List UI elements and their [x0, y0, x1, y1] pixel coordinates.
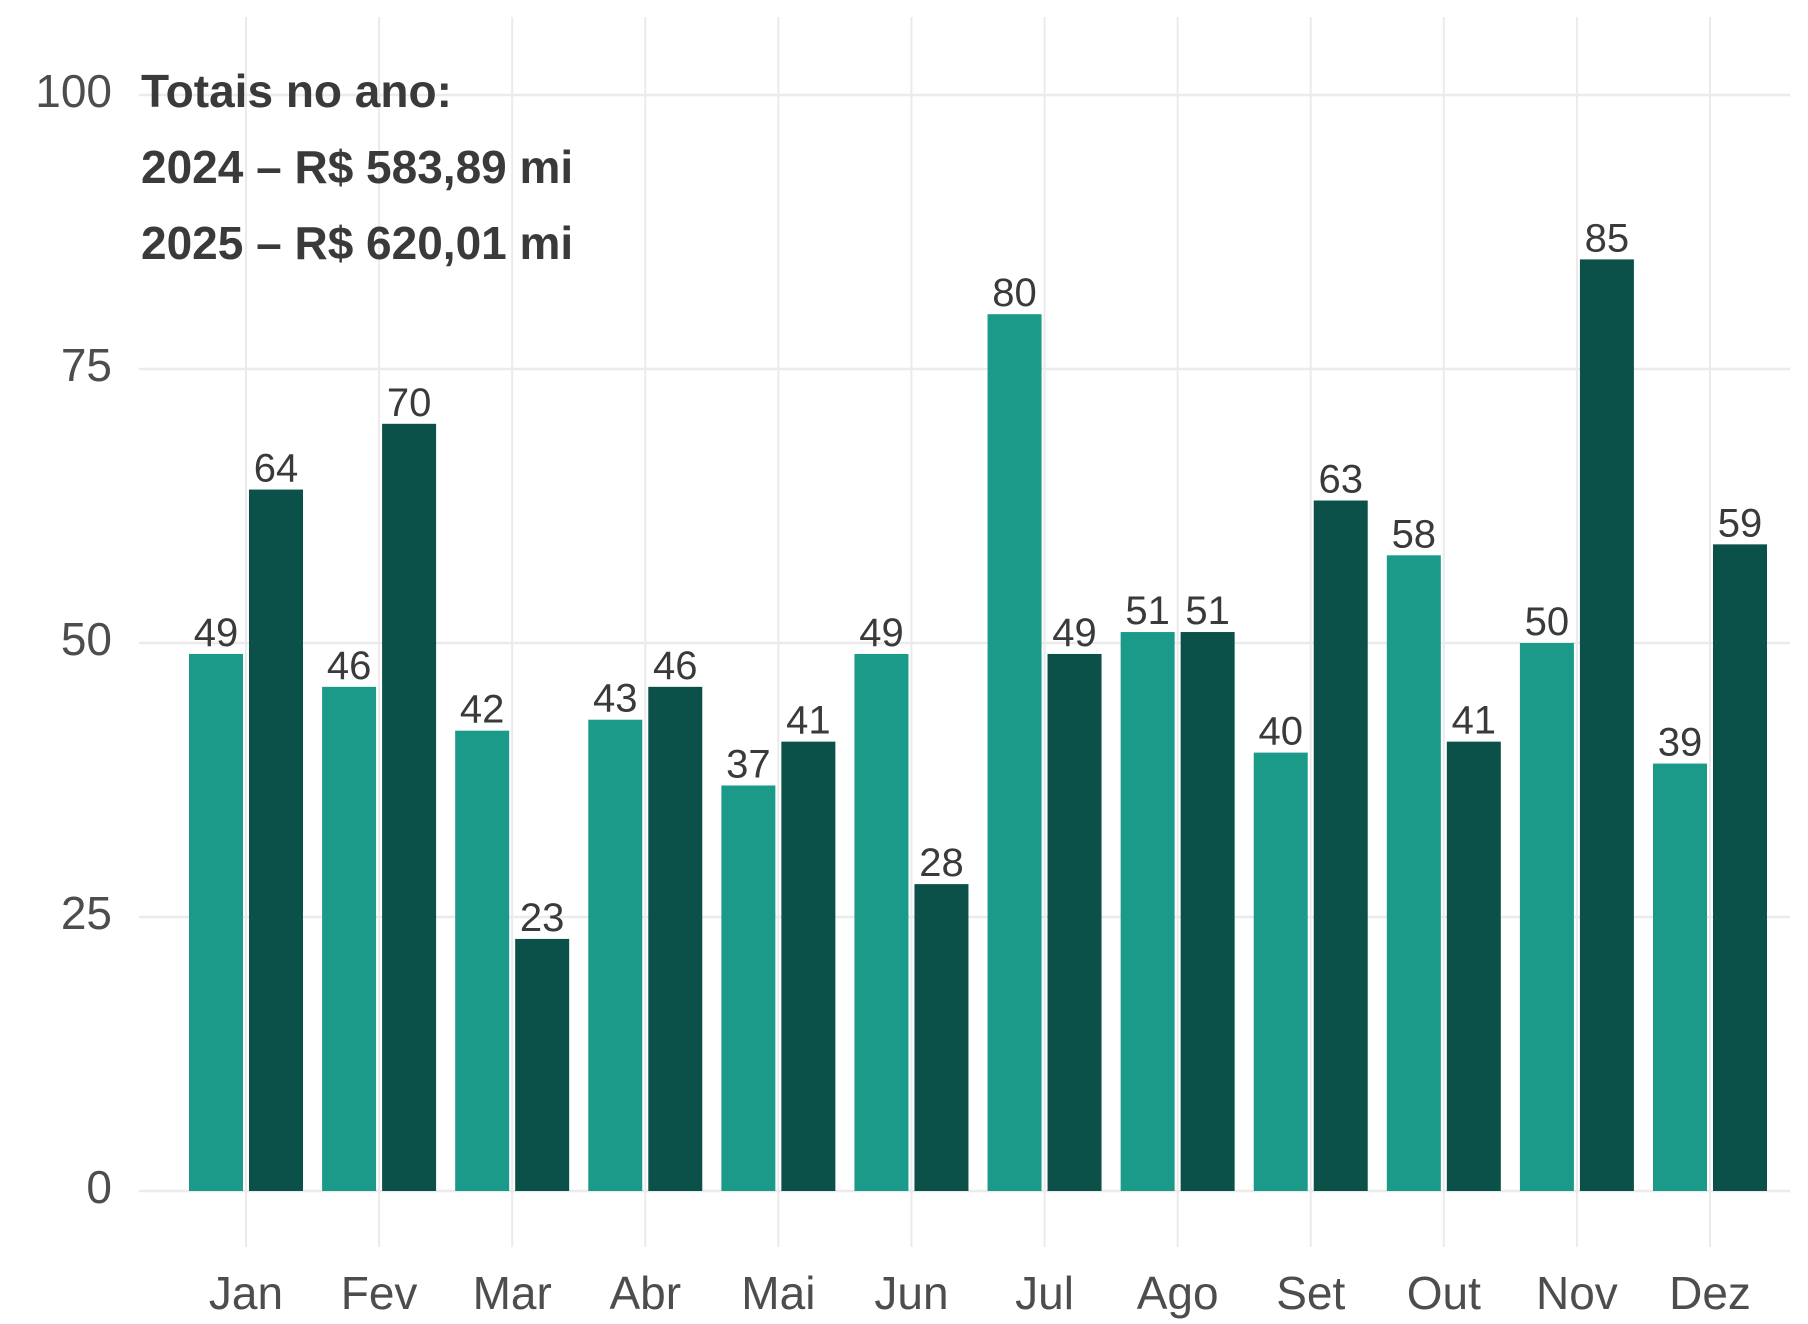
bar [1313, 500, 1368, 1191]
x-tick-label: Set [1276, 1267, 1345, 1319]
bar [1120, 632, 1175, 1191]
bar [1713, 544, 1767, 1191]
value-label: 40 [1258, 710, 1303, 754]
value-label: 23 [520, 896, 565, 940]
value-label: 49 [1052, 611, 1097, 655]
bar [1519, 643, 1574, 1191]
value-label: 42 [460, 688, 505, 732]
bar [322, 686, 377, 1191]
value-label: 39 [1658, 721, 1703, 765]
x-tick-label: Jul [1015, 1267, 1074, 1319]
value-label: 64 [254, 447, 299, 491]
value-label: 46 [653, 644, 698, 688]
y-tick-label: 25 [61, 887, 112, 939]
bar [914, 884, 969, 1191]
x-tick-label: Fev [341, 1267, 418, 1319]
value-label: 85 [1585, 216, 1630, 260]
value-label: 37 [726, 742, 771, 786]
value-label: 41 [1452, 699, 1497, 743]
x-tick-label: Jun [874, 1267, 948, 1319]
bar [1253, 752, 1308, 1191]
y-tick-label: 100 [35, 65, 112, 117]
y-tick-label: 75 [61, 339, 112, 391]
x-tick-label: Abr [609, 1267, 681, 1319]
bar [1047, 653, 1102, 1191]
bar [1579, 259, 1634, 1191]
value-label: 41 [786, 699, 831, 743]
bar [1386, 555, 1441, 1191]
x-tick-label: Nov [1536, 1267, 1618, 1319]
bar [987, 314, 1042, 1191]
bar [721, 785, 776, 1191]
y-tick-label: 50 [61, 613, 112, 665]
bar [515, 938, 570, 1191]
value-label: 49 [859, 611, 904, 655]
annotation-line: Totais no ano: [141, 65, 452, 117]
bar [1653, 763, 1707, 1191]
x-tick-label: Mar [473, 1267, 552, 1319]
x-tick-label: Jan [209, 1267, 283, 1319]
x-tick-label: Out [1407, 1267, 1481, 1319]
bar [249, 489, 303, 1191]
annotation-line: 2025 – R$ 620,01 mi [141, 217, 573, 269]
bar [648, 686, 703, 1191]
x-tick-label: Dez [1669, 1267, 1751, 1319]
value-label: 70 [387, 381, 432, 425]
bar [382, 423, 437, 1191]
x-tick-label: Ago [1137, 1267, 1219, 1319]
value-label: 58 [1392, 512, 1437, 556]
bar [781, 741, 836, 1191]
bar [1446, 741, 1501, 1191]
value-label: 50 [1525, 600, 1570, 644]
value-label: 43 [593, 677, 638, 721]
value-label: 63 [1318, 458, 1363, 502]
y-tick-label: 0 [86, 1161, 112, 1213]
value-label: 51 [1125, 589, 1170, 633]
value-label: 80 [992, 271, 1037, 315]
annotation: Totais no ano: 2024 – R$ 583,89 mi 2025 … [141, 65, 573, 269]
value-label: 49 [194, 611, 239, 655]
value-label: 28 [919, 841, 964, 885]
value-label: 46 [327, 644, 372, 688]
bar [455, 730, 510, 1191]
bar [1180, 632, 1235, 1191]
value-label: 51 [1185, 589, 1230, 633]
value-label: 59 [1718, 501, 1763, 545]
x-tick-label: Mai [741, 1267, 815, 1319]
bar [189, 653, 243, 1191]
bar [588, 719, 643, 1191]
annotation-line: 2024 – R$ 583,89 mi [141, 141, 573, 193]
bar [854, 653, 909, 1191]
